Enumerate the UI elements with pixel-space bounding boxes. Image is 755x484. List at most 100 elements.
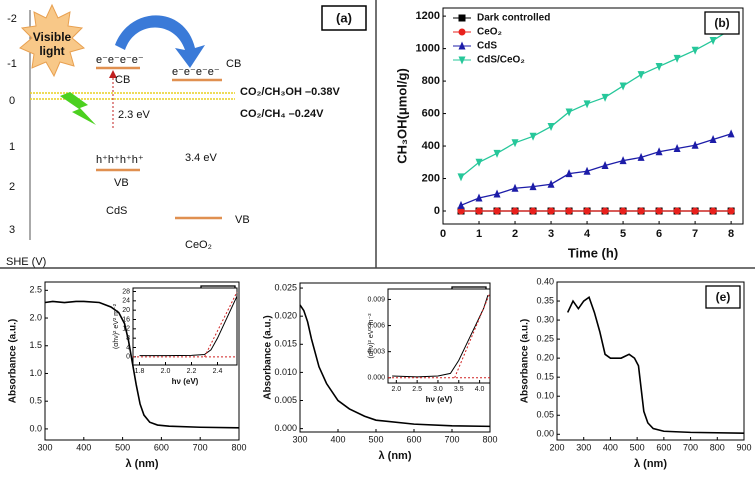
material-label: CeO₂ xyxy=(185,239,212,251)
y-tick-label: 0.20 xyxy=(536,353,554,363)
x-tick-label: 5 xyxy=(620,228,626,240)
band-label: VB xyxy=(235,214,250,226)
y-tick-label: 0.020 xyxy=(274,311,297,321)
band-label: CB xyxy=(226,58,241,70)
marker xyxy=(637,152,645,161)
panel-label-box xyxy=(705,285,741,309)
marker xyxy=(457,173,465,182)
y-tick-label: 400 xyxy=(422,140,440,152)
marker xyxy=(547,123,555,132)
plot-frame xyxy=(44,281,240,441)
y-tick-label: 1.5 xyxy=(29,340,42,350)
marker xyxy=(457,200,465,209)
y-tick-label: 2.5 xyxy=(29,285,42,295)
marker xyxy=(673,207,681,215)
electrons: e⁻e⁻e⁻e⁻ xyxy=(172,66,220,78)
marker xyxy=(673,143,681,152)
marker xyxy=(691,140,699,149)
x-tick-label: 2.2 xyxy=(187,368,197,375)
y-tick-label: 20 xyxy=(122,307,130,314)
spectrum xyxy=(139,295,238,357)
x-tick-label: 2.0 xyxy=(391,386,401,393)
y-tick-label: 0.000 xyxy=(367,375,385,382)
x-tick-label: 2.4 xyxy=(213,368,223,375)
y-tick-label: 4 xyxy=(126,344,130,351)
marker xyxy=(475,193,483,202)
y-tick-label: 0.010 xyxy=(274,367,297,377)
y-tick-label: 28 xyxy=(122,288,130,295)
x-tick-label: 600 xyxy=(406,434,421,444)
y-tick-label: 600 xyxy=(422,107,440,119)
marker xyxy=(493,189,501,198)
panel-label: (e) xyxy=(716,290,731,304)
y-tick-label: 0.005 xyxy=(274,395,297,405)
x-axis-label: λ (nm) xyxy=(634,458,667,470)
marker xyxy=(619,82,627,91)
x-tick-label: 700 xyxy=(444,434,459,444)
axis-tick-label: 2 xyxy=(9,181,15,193)
series-line xyxy=(460,28,732,178)
marker xyxy=(709,207,717,215)
series-line xyxy=(460,133,732,206)
marker xyxy=(709,36,717,45)
marker xyxy=(673,54,681,63)
x-tick-label: 3 xyxy=(548,228,554,240)
lightning xyxy=(60,92,96,125)
axis-tick-label: -1 xyxy=(7,58,17,70)
y-tick-label: 0.003 xyxy=(367,349,385,356)
redox-label: CO₂/CH₄ –0.24V xyxy=(240,108,324,120)
x-tick-label: 2 xyxy=(512,228,518,240)
x-axis-label: hν (eV) xyxy=(426,395,453,404)
y-tick-label: 0.15 xyxy=(536,372,554,382)
y-tick-label: 16 xyxy=(122,316,130,323)
x-tick-label: 700 xyxy=(683,442,698,452)
marker xyxy=(655,62,663,71)
axis-tick-label: 0 xyxy=(9,95,15,107)
marker xyxy=(583,100,591,109)
x-axis-label: λ (nm) xyxy=(126,458,159,470)
x-tick-label: 2.5 xyxy=(412,386,422,393)
x-tick-label: 8 xyxy=(728,228,734,240)
y-tick-label: 0.40 xyxy=(536,276,554,286)
marker xyxy=(709,135,717,144)
marker xyxy=(619,156,627,165)
diagram-a: -2 -1 0 1 2 3 SHE (V) Visible light e⁻e⁻… xyxy=(6,3,367,268)
light-label: light xyxy=(39,44,64,58)
marker xyxy=(511,207,519,215)
y-tick-label: 0.025 xyxy=(274,282,297,292)
x-tick-label: 300 xyxy=(37,442,52,452)
marker xyxy=(727,207,735,215)
x-tick-label: 200 xyxy=(549,442,564,452)
marker xyxy=(691,207,699,215)
redox-label: CO₂/CH₃OH –0.38V xyxy=(240,86,341,98)
marker xyxy=(727,129,735,138)
y-tick-label: 0.0 xyxy=(29,423,42,433)
marker xyxy=(601,93,609,102)
x-tick-label: 800 xyxy=(710,442,725,452)
x-tick-label: 800 xyxy=(231,442,246,452)
marker xyxy=(637,71,645,80)
y-tick-label: 1200 xyxy=(416,10,440,22)
plot-frame xyxy=(556,281,745,441)
x-tick-label: 1.8 xyxy=(135,368,145,375)
y-tick-label: 1.0 xyxy=(29,368,42,378)
plot-frame xyxy=(132,287,238,366)
band-label: VB xyxy=(114,177,129,189)
marker xyxy=(529,207,537,215)
x-tick-label: 400 xyxy=(76,442,91,452)
legend-label: Dark controlled xyxy=(477,13,550,24)
y-tick-label: 1000 xyxy=(416,43,440,55)
marker xyxy=(583,207,591,215)
marker xyxy=(511,183,519,192)
x-tick-label: 7 xyxy=(692,228,698,240)
x-tick-label: 2.0 xyxy=(161,368,171,375)
spectrum xyxy=(299,304,491,428)
marker xyxy=(529,182,537,191)
x-tick-label: 400 xyxy=(603,442,618,452)
material-label: CdS xyxy=(106,205,127,217)
x-tick-label: 3.0 xyxy=(433,386,443,393)
marker xyxy=(529,132,537,141)
plot-frame xyxy=(387,288,491,384)
y-axis-label: (αhν)² eV² m⁻² xyxy=(368,313,375,359)
marker xyxy=(601,161,609,170)
